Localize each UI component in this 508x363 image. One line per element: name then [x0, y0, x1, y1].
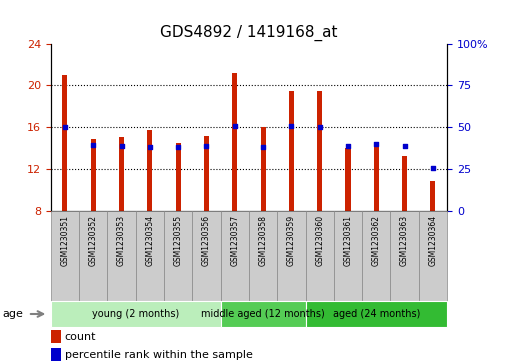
Bar [345, 148, 351, 211]
Point [344, 143, 352, 149]
Bar [136, 211, 164, 301]
Point [146, 144, 154, 150]
Text: middle aged (12 months): middle aged (12 months) [201, 309, 325, 319]
Text: aged (24 months): aged (24 months) [333, 309, 420, 319]
Point [259, 144, 267, 150]
Text: GSM1230360: GSM1230360 [315, 215, 324, 266]
Bar [51, 301, 220, 327]
Text: GSM1230355: GSM1230355 [174, 215, 183, 266]
Bar [204, 136, 209, 211]
Bar [374, 146, 379, 211]
Bar [107, 211, 136, 301]
Bar [79, 211, 107, 301]
Point [117, 143, 125, 149]
Bar [232, 73, 237, 211]
Bar [289, 90, 294, 211]
Bar [305, 301, 447, 327]
Point [288, 123, 296, 129]
Text: young (2 months): young (2 months) [92, 309, 179, 319]
Text: GSM1230357: GSM1230357 [230, 215, 239, 266]
Bar [261, 127, 266, 211]
Text: GSM1230359: GSM1230359 [287, 215, 296, 266]
Bar [176, 143, 181, 211]
Bar [334, 211, 362, 301]
Point [429, 165, 437, 171]
Text: GSM1230356: GSM1230356 [202, 215, 211, 266]
Bar [119, 138, 124, 211]
Bar [317, 90, 322, 211]
Text: GSM1230353: GSM1230353 [117, 215, 126, 266]
Bar [51, 330, 61, 343]
Point [372, 141, 380, 147]
Text: count: count [65, 332, 96, 342]
Text: GSM1230358: GSM1230358 [259, 215, 268, 266]
Point [89, 142, 98, 148]
Text: age: age [3, 309, 23, 319]
Bar [164, 211, 193, 301]
Bar [220, 211, 249, 301]
Title: GDS4892 / 1419168_at: GDS4892 / 1419168_at [160, 25, 338, 41]
Text: percentile rank within the sample: percentile rank within the sample [65, 350, 252, 360]
Bar [91, 139, 96, 211]
Text: GSM1230363: GSM1230363 [400, 215, 409, 266]
Bar [391, 211, 419, 301]
Bar [51, 348, 61, 361]
Bar [362, 211, 391, 301]
Bar [62, 75, 68, 211]
Text: GSM1230351: GSM1230351 [60, 215, 70, 266]
Bar [277, 211, 305, 301]
Bar [402, 156, 407, 211]
Bar [51, 211, 79, 301]
Text: GSM1230354: GSM1230354 [145, 215, 154, 266]
Bar [193, 211, 220, 301]
Text: GSM1230352: GSM1230352 [89, 215, 98, 266]
Text: GSM1230364: GSM1230364 [428, 215, 437, 266]
Bar [147, 130, 152, 211]
Point [202, 143, 210, 149]
Point [174, 144, 182, 150]
Point [231, 123, 239, 129]
Point [61, 124, 69, 130]
Bar [430, 181, 435, 211]
Bar [305, 211, 334, 301]
Text: GSM1230361: GSM1230361 [343, 215, 353, 266]
Text: GSM1230362: GSM1230362 [372, 215, 381, 266]
Point [400, 143, 408, 149]
Point [315, 124, 324, 130]
Bar [419, 211, 447, 301]
Bar [249, 211, 277, 301]
Bar [220, 301, 305, 327]
